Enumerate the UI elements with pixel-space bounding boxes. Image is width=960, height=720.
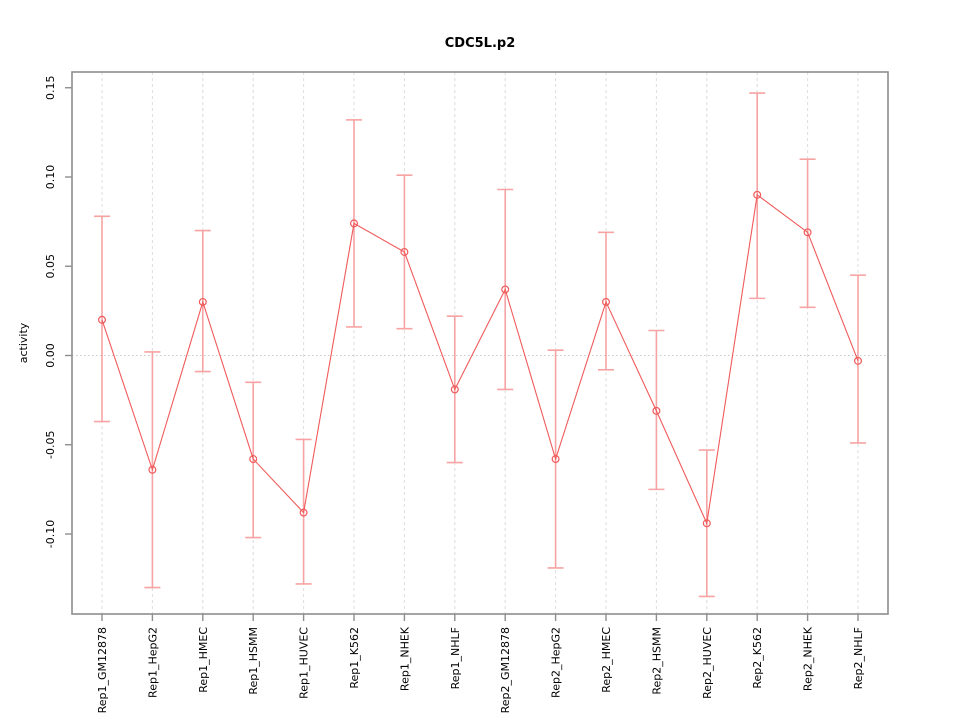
x-tick-label: Rep2_GM12878 (499, 627, 512, 713)
data-point (601, 297, 610, 306)
data-point (450, 385, 459, 394)
y-tick-label: 0.15 (44, 76, 57, 101)
x-tick-label: Rep2_NHEK (802, 626, 815, 691)
x-tick-label: Rep1_NHLF (449, 627, 462, 689)
x-tick-label: Rep1_HUVEC (298, 627, 311, 699)
x-tick-label: Rep2_HMEC (600, 627, 613, 693)
y-tick-label: 0.05 (44, 254, 57, 279)
chart-title: CDC5L.p2 (444, 36, 516, 51)
x-tick-label: Rep2_HSMM (650, 627, 663, 695)
x-tick-label: Rep2_NHLF (852, 627, 865, 689)
data-point (198, 297, 207, 306)
data-point (400, 247, 409, 256)
x-tick-label: Rep1_K562 (348, 627, 361, 689)
x-tick-label: Rep1_GM12878 (96, 627, 109, 713)
y-axis-title: activity (17, 322, 30, 363)
data-point (350, 219, 359, 228)
data-point (249, 455, 258, 464)
data-point (148, 465, 157, 474)
data-point (299, 508, 308, 517)
data-point (652, 406, 661, 415)
data-point (501, 285, 510, 294)
data-point (753, 190, 762, 199)
x-tick-label: Rep1_HMEC (197, 627, 210, 693)
plot-frame (71, 71, 889, 615)
y-tick-label: 0.00 (44, 343, 57, 368)
y-tick-label: -0.10 (44, 520, 57, 548)
x-tick-label: Rep2_HUVEC (701, 627, 714, 699)
data-point (97, 315, 106, 324)
series-line (101, 193, 859, 526)
data-point (853, 356, 862, 365)
y-tick-label: 0.10 (44, 165, 57, 190)
y-tick-label: -0.05 (44, 431, 57, 459)
x-tick-label: Rep1_HepG2 (146, 627, 159, 698)
data-point (803, 228, 812, 237)
x-tick-label: Rep2_HepG2 (550, 627, 563, 698)
x-tick-label: Rep1_NHEK (398, 626, 411, 691)
x-tick-label: Rep2_K562 (751, 627, 764, 689)
data-point (702, 519, 711, 528)
data-point (551, 455, 560, 464)
x-tick-label: Rep1_HSMM (247, 627, 260, 695)
